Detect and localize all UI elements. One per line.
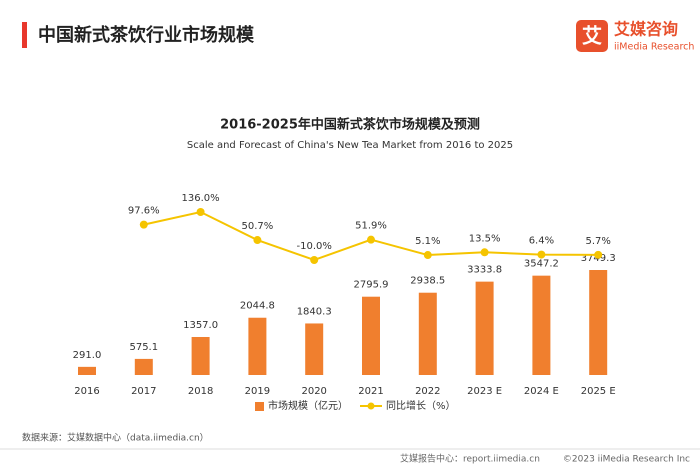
- x-tick-label: 2016: [74, 386, 99, 397]
- bar-value-label: 2938.5: [410, 276, 445, 287]
- bar: [475, 281, 494, 375]
- growth-point: [367, 235, 375, 244]
- growth-point: [310, 256, 319, 264]
- growth-point: [480, 248, 489, 257]
- legend-swatch: [255, 402, 264, 411]
- page-title: 中国新式茶饮行业市场规模: [38, 24, 255, 46]
- bar-value-label: 575.1: [129, 342, 158, 353]
- legend-swatch: [367, 402, 375, 410]
- footer-right: ©2023 iiMedia Research Inc: [563, 455, 690, 465]
- bar: [134, 358, 153, 375]
- bar-value-label: 3547.2: [524, 259, 559, 270]
- growth-value-label: 50.7%: [242, 221, 274, 232]
- growth-point: [196, 208, 205, 216]
- x-tick-label: 2025 E: [581, 386, 616, 397]
- bar-value-label: 1840.3: [297, 306, 332, 317]
- bar: [589, 270, 608, 375]
- bar-value-label: 2044.8: [240, 301, 275, 312]
- logo-icon-bg: [576, 20, 608, 52]
- bar-value-label: 2795.9: [354, 280, 389, 291]
- bar: [191, 336, 210, 375]
- chart-title: 2016-2025年中国新式茶饮市场规模及预测: [220, 117, 480, 133]
- growth-point: [423, 251, 432, 260]
- chart-subtitle: Scale and Forecast of China's New Tea Ma…: [187, 140, 513, 151]
- bar: [532, 275, 551, 375]
- bar-value-label: 1357.0: [183, 320, 218, 331]
- footer-left: 艾媒报告中心：report.iimedia.cn: [400, 453, 540, 465]
- x-tick-label: 2021: [358, 386, 383, 397]
- x-tick-label: 2024 E: [524, 386, 559, 397]
- legend-label: 同比增长（%）: [386, 399, 456, 412]
- legend-label: 市场规模（亿元）: [268, 399, 348, 412]
- growth-value-label: 5.7%: [585, 236, 610, 247]
- growth-value-label: 6.4%: [529, 236, 554, 247]
- x-tick-label: 2023 E: [467, 386, 502, 397]
- growth-value-label: 51.9%: [355, 221, 387, 232]
- logo-sub: iiMedia Research: [614, 42, 694, 53]
- growth-point: [537, 250, 546, 259]
- x-tick-label: 2019: [245, 386, 270, 397]
- x-tick-label: 2018: [188, 386, 213, 397]
- title-accent: [22, 22, 27, 48]
- growth-point: [594, 250, 603, 259]
- bar: [305, 323, 324, 375]
- growth-value-label: 136.0%: [182, 193, 220, 204]
- growth-value-label: -10.0%: [297, 241, 332, 252]
- bar: [418, 292, 437, 375]
- growth-value-label: 13.5%: [469, 233, 501, 244]
- logo-icon: 艾: [582, 24, 602, 48]
- growth-value-label: 5.1%: [415, 236, 440, 247]
- bar-value-label: 3333.8: [467, 265, 502, 276]
- growth-point: [139, 220, 148, 229]
- growth-point: [253, 236, 262, 245]
- x-tick-label: 2022: [415, 386, 440, 397]
- growth-value-label: 97.6%: [128, 206, 160, 217]
- bar: [248, 317, 267, 375]
- logo-name: 艾媒咨询: [614, 20, 678, 39]
- bar: [78, 366, 96, 375]
- x-tick-label: 2020: [301, 386, 326, 397]
- bar: [362, 296, 380, 375]
- bar-value-label: 291.0: [73, 350, 102, 361]
- x-tick-label: 2017: [131, 386, 156, 397]
- source: 数据来源：艾媒数据中心（data.iimedia.cn）: [22, 432, 209, 444]
